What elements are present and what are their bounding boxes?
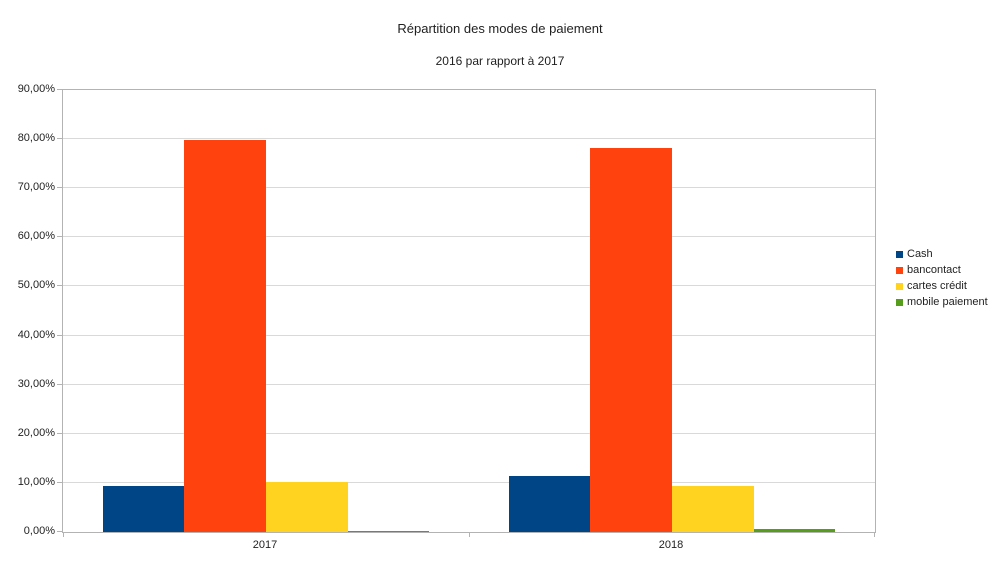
y-axis-tick-label: 20,00% xyxy=(17,426,55,439)
legend-item-bancontact: bancontact xyxy=(896,264,988,276)
bar-cartes-cr-dit-2017 xyxy=(265,482,348,532)
x-axis-tick xyxy=(874,533,875,537)
legend-item-mobile-paiement: mobile paiement xyxy=(896,296,988,308)
chart-subtitle: 2016 par rapport à 2017 xyxy=(435,54,565,68)
gridline-80 xyxy=(63,138,875,140)
y-axis-tick-label: 40,00% xyxy=(17,328,55,341)
y-axis-tick-label: 50,00% xyxy=(17,279,55,292)
legend-item-cartes-cr-dit: cartes crédit xyxy=(896,280,988,292)
bar-group-2017 xyxy=(102,90,430,532)
gridline-20 xyxy=(63,432,875,434)
legend-item-cash: Cash xyxy=(896,248,988,260)
y-axis-tick-label: 0,00% xyxy=(23,525,55,537)
bar-group-2018 xyxy=(508,90,836,532)
y-axis: 0,00% 10,00% 20,00% 30,00% 40,00% 50,00% 60,00… xyxy=(0,0,55,563)
category-group-2017 xyxy=(63,90,469,532)
bar-series-container xyxy=(63,90,875,532)
y-axis-tick xyxy=(57,334,62,336)
bar-cash-2018 xyxy=(508,475,591,532)
x-axis: 2017 2018 xyxy=(62,539,874,551)
bar-cartes-cr-dit-2018 xyxy=(671,486,754,532)
legend-swatch-cash xyxy=(896,250,903,258)
x-axis-category-label-2017: 2017 xyxy=(252,539,278,551)
y-axis-tick-label: 80,00% xyxy=(17,132,55,145)
y-axis-tick xyxy=(57,285,62,287)
y-axis-tick xyxy=(57,187,62,189)
legend-swatch-cartes-cr-dit xyxy=(896,282,903,290)
legend-label-bancontact: bancontact xyxy=(907,264,961,276)
legend-label-mobile-paiement: mobile paiement xyxy=(907,296,988,308)
gridline-60 xyxy=(63,236,875,238)
y-axis-tick-label: 60,00% xyxy=(17,230,55,243)
gridline-40 xyxy=(63,334,875,336)
gridline-10 xyxy=(63,481,875,483)
y-axis-tick xyxy=(57,236,62,238)
plot-area xyxy=(57,89,876,537)
legend-label-cartes-cr-dit: cartes crédit xyxy=(907,280,967,292)
x-axis-tick xyxy=(469,533,470,537)
x-axis-tick xyxy=(63,533,64,537)
bar-mobile-paiement-2017 xyxy=(347,530,430,532)
y-axis-tick-label: 90,00% xyxy=(17,83,55,95)
y-axis-tick-label: 30,00% xyxy=(17,377,55,390)
legend-swatch-bancontact xyxy=(896,266,903,274)
bar-bancontact-2017 xyxy=(184,139,266,532)
bar-bancontact-2018 xyxy=(590,147,672,532)
y-axis-tick xyxy=(57,138,62,140)
category-group-2018 xyxy=(469,90,875,532)
gridline-50 xyxy=(63,285,875,287)
y-axis-tick-label: 10,00% xyxy=(17,475,55,488)
y-axis-tick xyxy=(57,383,62,385)
bar-mobile-paiement-2018 xyxy=(753,529,836,532)
bar-cash-2017 xyxy=(102,485,185,532)
legend-label-cash: Cash xyxy=(907,248,933,260)
y-axis-tick xyxy=(57,432,62,434)
gridline-30 xyxy=(63,383,875,385)
legend-swatch-mobile-paiement xyxy=(896,298,903,306)
x-axis-category-label-2018: 2018 xyxy=(658,539,684,551)
gridline-70 xyxy=(63,187,875,189)
chart-title: Répartition des modes de paiement xyxy=(397,21,603,36)
legend: Cash bancontact cartes crédit mobile paieme… xyxy=(896,248,988,312)
y-axis-tick-label: 70,00% xyxy=(17,181,55,194)
y-axis-tick xyxy=(57,531,62,532)
y-axis-tick xyxy=(57,481,62,483)
y-axis-tick xyxy=(57,89,62,90)
